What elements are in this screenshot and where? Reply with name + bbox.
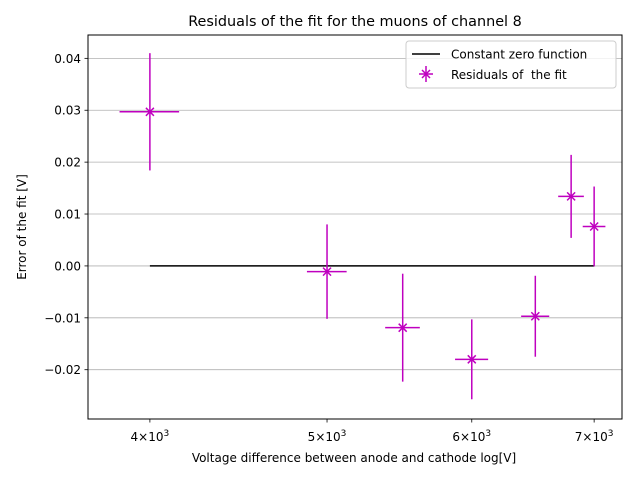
x-tick-times: ×10 — [138, 430, 163, 444]
residual-marker-stroke — [467, 354, 477, 364]
x-tick-exponent: 3 — [164, 429, 170, 439]
residual-point — [119, 53, 180, 171]
residual-marker-stroke — [398, 323, 408, 333]
x-tick-label: 7×103 — [575, 429, 614, 444]
x-tick-times: ×10 — [460, 430, 485, 444]
residual-point — [385, 273, 420, 382]
y-tick-label: −0.02 — [44, 363, 81, 377]
x-tick-exponent: 3 — [485, 429, 491, 439]
legend-errorbar-marker — [419, 66, 433, 82]
x-tick-times: ×10 — [582, 430, 607, 444]
y-tick-label: 0.03 — [54, 104, 81, 118]
x-axis-label: Voltage difference between anode and cat… — [192, 451, 516, 465]
x-tick-base: 4 — [131, 430, 139, 444]
legend-label-zero-function: Constant zero function — [451, 48, 587, 62]
axes-frame — [87, 34, 623, 420]
residual-marker-stroke — [145, 107, 155, 117]
plot-area — [119, 53, 606, 400]
x-tick-base: 7 — [575, 430, 583, 444]
x-tick-base: 6 — [452, 430, 460, 444]
x-axis: 4×103 5×103 6×103 7×103 — [131, 419, 614, 444]
residual-marker-stroke — [322, 267, 332, 277]
x-tick-label: 4×103 — [131, 429, 170, 444]
residual-point — [455, 319, 489, 400]
residual-point — [558, 154, 584, 238]
y-tick-label: 0.04 — [54, 52, 81, 66]
legend-box — [405, 40, 617, 89]
residual-marker-stroke — [589, 221, 599, 232]
residual-marker-stroke — [530, 311, 540, 321]
y-tick-label: 0.01 — [54, 208, 81, 222]
y-tick-label: 0.02 — [54, 156, 81, 170]
x-tick-exponent: 3 — [608, 429, 614, 439]
chart-title: Residuals of the fit for the muons of ch… — [188, 14, 522, 30]
x-tick-base: 5 — [308, 430, 316, 444]
x-tick-times: ×10 — [315, 430, 340, 444]
residual-point — [521, 275, 550, 357]
y-tick-label: 0.00 — [54, 259, 81, 273]
residual-point — [582, 186, 606, 267]
legend-label-residuals: Residuals of the fit — [451, 68, 567, 82]
y-axis: 0.04 0.03 0.02 0.01 0.00 −0.01 −0.02 — [44, 52, 88, 377]
x-tick-exponent: 3 — [341, 429, 347, 439]
residual-marker-stroke — [566, 191, 576, 201]
y-tick-label: −0.01 — [44, 311, 81, 325]
x-tick-label: 5×103 — [308, 429, 347, 444]
legend: Constant zero function Residuals of the … — [405, 40, 617, 89]
residual-point — [306, 224, 347, 319]
x-tick-label: 6×103 — [452, 429, 491, 444]
y-axis-label: Error of the fit [V] — [15, 174, 29, 280]
